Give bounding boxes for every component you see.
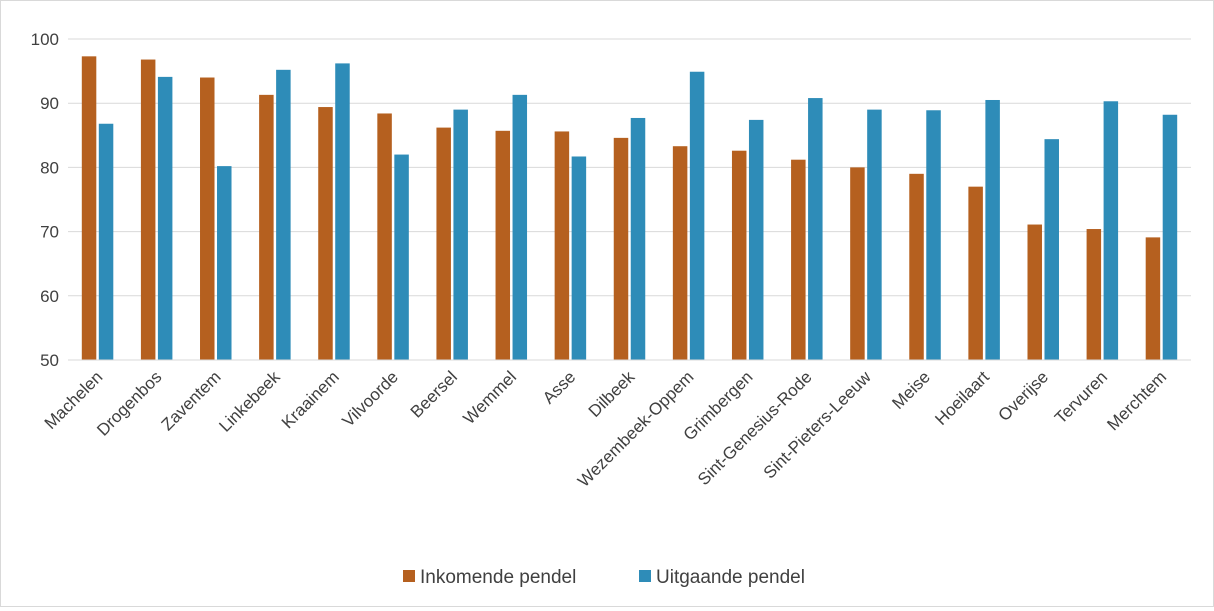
- bar-inkomende-asse: [554, 131, 570, 360]
- x-tick-label: Wemmel: [459, 367, 520, 428]
- x-tick-label: Sint-Pieters-Leeuw: [760, 367, 876, 483]
- x-tick-label: Linkebeek: [215, 367, 284, 436]
- x-tick-label: Kraainem: [278, 367, 343, 432]
- legend-label: Uitgaande pendel: [656, 567, 805, 588]
- x-tick-label: Overijse: [995, 367, 1053, 425]
- x-tick-label: Drogenbos: [93, 367, 165, 439]
- bar-inkomende-linkebeek: [259, 94, 274, 360]
- bar-uitgaande-drogenbos: [157, 76, 173, 361]
- bar-inkomende-overijse: [1027, 224, 1042, 360]
- x-tick-label: Dilbeek: [585, 367, 639, 421]
- x-tick-label: Wezembeek-Oppem: [574, 367, 697, 490]
- bar-uitgaande-merchtem: [1162, 114, 1178, 360]
- bar-uitgaande-grimbergen: [748, 119, 764, 360]
- legend-swatch-inkomende: [403, 570, 415, 582]
- y-tick-label: 90: [40, 94, 59, 113]
- y-tick-label: 50: [40, 351, 59, 370]
- bar-inkomende-sint-genesius-rode: [791, 159, 806, 360]
- y-axis-ticks: 50 60 70 80 90 100: [31, 30, 59, 370]
- bar-uitgaande-beersel: [453, 109, 468, 361]
- bar-uitgaande-sint-genesius-rode: [808, 98, 823, 361]
- bar-uitgaande-zaventem: [217, 166, 232, 360]
- bar-inkomende-meise: [909, 173, 924, 360]
- bar-uitgaande-kraainem: [335, 63, 350, 361]
- bar-inkomende-sint-pieters-leeuw: [850, 167, 865, 360]
- bar-inkomende-wemmel: [495, 130, 511, 360]
- x-tick-label: Beersel: [407, 367, 461, 421]
- bar-uitgaande-sint-pieters-leeuw: [867, 109, 882, 361]
- bar-uitgaande-linkebeek: [276, 69, 291, 360]
- y-tick-label: 80: [40, 158, 59, 177]
- bar-inkomende-dilbeek: [613, 137, 629, 360]
- legend-label: Inkomende pendel: [420, 567, 576, 588]
- gridlines: [68, 38, 1191, 297]
- bar-inkomende-vilvoorde: [377, 113, 392, 360]
- y-tick-label: 100: [31, 30, 59, 49]
- bar-uitgaande-wemmel: [512, 94, 528, 360]
- x-tick-label: Tervuren: [1051, 367, 1111, 427]
- legend: Inkomende pendel Uitgaande pendel: [403, 567, 805, 588]
- bar-uitgaande-overijse: [1044, 139, 1059, 360]
- bar-inkomende-zaventem: [200, 77, 215, 361]
- bar-uitgaande-asse: [571, 156, 587, 360]
- x-tick-label: Vilvoorde: [339, 367, 402, 430]
- x-tick-label: Merchtem: [1103, 367, 1170, 434]
- bar-uitgaande-machelen: [98, 123, 114, 360]
- y-tick-label: 60: [40, 287, 59, 306]
- bar-inkomende-merchtem: [1145, 237, 1161, 360]
- bars: [81, 56, 1178, 361]
- x-tick-label: Asse: [539, 367, 579, 407]
- bar-uitgaande-meise: [926, 110, 941, 361]
- x-tick-label: Zaventem: [158, 367, 225, 434]
- bar-uitgaande-dilbeek: [630, 117, 646, 360]
- bar-uitgaande-tervuren: [1103, 101, 1119, 361]
- x-tick-label: Meise: [888, 367, 934, 413]
- bar-inkomende-kraainem: [318, 107, 333, 360]
- x-axis-labels: MachelenDrogenbosZaventemLinkebeekKraain…: [41, 367, 1170, 491]
- bar-uitgaande-vilvoorde: [394, 154, 409, 360]
- bar-inkomende-wezembeek-oppem: [672, 146, 688, 360]
- bar-inkomende-grimbergen: [731, 150, 747, 360]
- bar-inkomende-tervuren: [1086, 229, 1102, 360]
- bar-inkomende-hoeilaart: [968, 186, 983, 360]
- y-tick-label: 70: [40, 223, 59, 242]
- bar-uitgaande-wezembeek-oppem: [689, 71, 705, 360]
- x-tick-label: Hoeilaart: [931, 367, 993, 429]
- bar-inkomende-drogenbos: [140, 59, 156, 360]
- legend-swatch-uitgaande: [639, 570, 651, 582]
- bar-inkomende-machelen: [81, 56, 97, 361]
- bar-inkomende-beersel: [436, 127, 451, 360]
- bar-uitgaande-hoeilaart: [985, 99, 1000, 361]
- x-tick-label: Sint-Genesius-Rode: [694, 367, 816, 489]
